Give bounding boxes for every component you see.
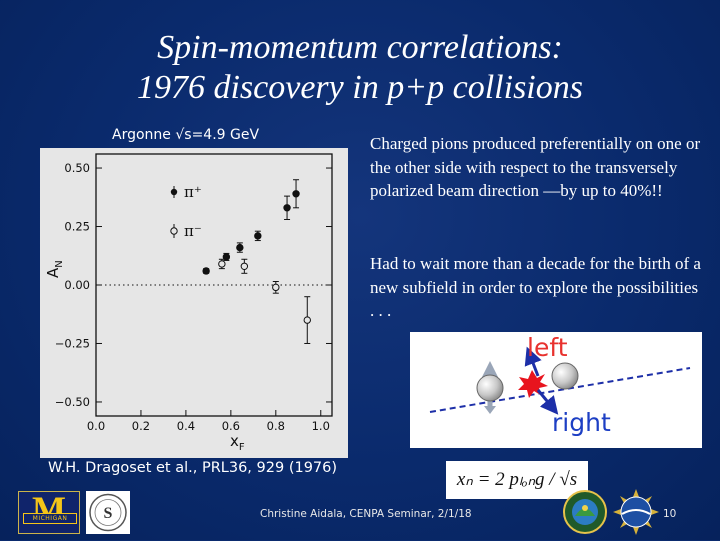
nsf-logo <box>612 488 660 536</box>
y-axis-label-sub: N <box>54 260 65 267</box>
plot-subtitle: Argonne √s=4.9 GeV <box>112 127 260 143</box>
x-tick-label: 0.6 <box>222 419 240 433</box>
x-tick-label: 1.0 <box>312 419 330 433</box>
asymmetry-plot: 0.50 0.25 0.00 −0.25 −0.50 0.0 0.2 0.4 0… <box>40 148 348 458</box>
doe-logo <box>562 489 608 535</box>
data-point-pi-plus <box>292 190 300 198</box>
plot-citation: W.H. Dragoset et al., PRL36, 929 (1976) <box>48 460 338 476</box>
nsf-logo-svg <box>613 489 659 535</box>
legend-pi-minus-label: π⁻ <box>184 222 202 240</box>
data-point-pi-plus <box>222 253 231 261</box>
title-line-2: 1976 discovery in p+p collisions <box>136 69 583 106</box>
y-tick-label: −0.25 <box>55 336 90 350</box>
legend-pi-plus-label: π⁺ <box>184 183 202 201</box>
y-tick-label: 0.50 <box>64 161 90 175</box>
data-point-pi-plus <box>202 267 210 275</box>
x-axis-label: xF <box>230 432 245 453</box>
data-point-pi-minus <box>272 283 280 292</box>
y-tick-label: −0.50 <box>55 395 90 409</box>
x-axis-label-sub: F <box>239 442 245 453</box>
y-axis-label-main: A <box>44 267 62 278</box>
collision-diagram-svg <box>429 346 691 415</box>
left-scatter-arrow <box>524 346 542 377</box>
proton-left-ball <box>476 374 504 402</box>
right-label: right <box>552 408 611 437</box>
spin-down-arrowhead <box>484 406 496 414</box>
x-tick-label: 0.8 <box>267 419 285 433</box>
description-paragraph-1: Charged pions produced preferentially on… <box>370 134 701 200</box>
seal-letter: S <box>104 505 113 522</box>
data-point-pi-minus <box>240 262 249 270</box>
xf-formula: xₙ = 2 pₗₒₙg / √s <box>446 461 588 499</box>
slide-title: Spin-momentum correlations: 1976 discove… <box>60 28 660 108</box>
legend-pi-plus-marker <box>170 188 178 196</box>
data-point-pi-plus <box>236 243 244 252</box>
seal-svg: S <box>89 493 127 532</box>
data-point-pi-minus <box>218 260 226 268</box>
x-tick-label: 0.2 <box>132 419 150 433</box>
title-line-1: Spin-momentum correlations: <box>157 29 563 66</box>
michigan-logo-band: MICHIGAN <box>23 513 77 524</box>
x-tick-label: 0.4 <box>177 419 195 433</box>
plot-legend: π⁺ π⁻ <box>170 183 202 240</box>
footer-text: Christine Aidala, CENPA Seminar, 2/1/18 <box>260 508 472 520</box>
data-point-pi-minus <box>303 316 311 324</box>
beam-axis-line <box>429 367 691 413</box>
plot-svg: 0.50 0.25 0.00 −0.25 −0.50 0.0 0.2 0.4 0… <box>40 148 348 458</box>
right-scatter-arrow <box>536 389 559 415</box>
description-paragraph-2: Had to wait more than a decade for the b… <box>370 254 701 320</box>
proton-right-ball <box>551 362 579 390</box>
data-point-pi-plus <box>254 232 262 240</box>
doe-logo-svg <box>563 490 607 534</box>
collision-burst-icon <box>518 370 548 398</box>
page-number: 10 <box>663 508 677 520</box>
x-tick-label: 0.0 <box>87 419 105 433</box>
michigan-logo: M MICHIGAN <box>18 491 80 534</box>
data-point-pi-plus <box>283 204 291 212</box>
left-label: left <box>527 333 568 362</box>
y-axis-label: AN <box>44 260 65 278</box>
collision-diagram <box>410 332 702 448</box>
legend-pi-minus-marker <box>170 227 178 235</box>
x-axis-label-main: x <box>230 432 239 450</box>
university-seal-logo: S <box>86 491 130 534</box>
y-tick-label: 0.25 <box>64 220 90 234</box>
y-tick-label: 0.00 <box>64 278 90 292</box>
